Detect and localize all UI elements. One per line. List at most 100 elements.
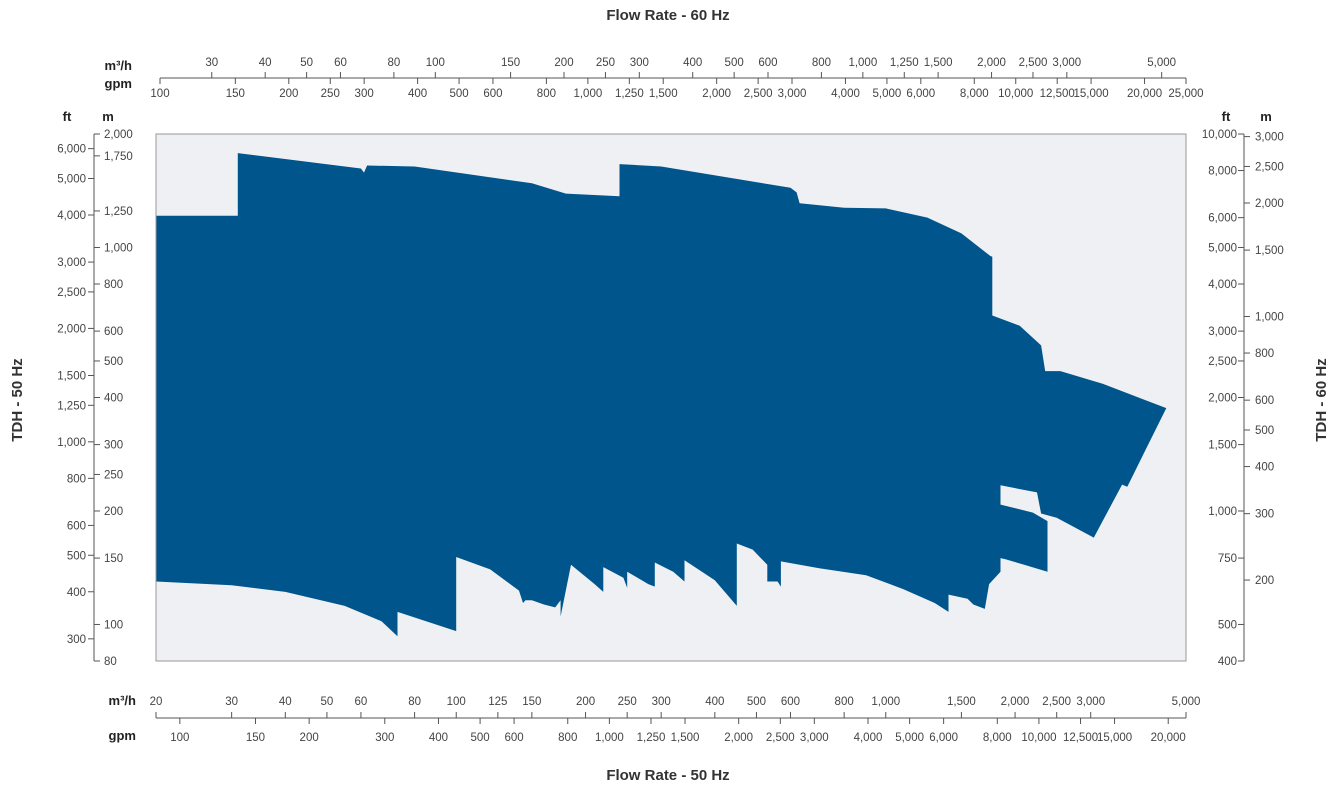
top-gpm-tick-label: 400: [408, 88, 427, 100]
left-ft-tick-label: 2,500: [57, 287, 86, 299]
bottom-m3h-tick-label: 125: [488, 696, 507, 708]
top-gpm-tick-label: 300: [355, 88, 374, 100]
top-gpm-tick-label: 8,000: [960, 88, 989, 100]
bottom-gpm-tick-label: 300: [375, 732, 394, 744]
right-ft-tick-label: 2,000: [1208, 393, 1237, 405]
top-gpm-tick-label: 100: [150, 88, 169, 100]
left-ft-tick-label: 600: [67, 520, 86, 532]
left-ft-tick-label: 300: [67, 634, 86, 646]
bottom-m3h-tick-label: 2,000: [1001, 696, 1030, 708]
left-m-tick-label: 250: [104, 469, 123, 481]
bottom-m3h-tick-label: 800: [835, 696, 854, 708]
top-m3h-tick-label: 5,000: [1147, 57, 1176, 69]
top-m3h-tick-label: 2,500: [1019, 57, 1048, 69]
top-m3h-tick-label: 1,500: [924, 57, 953, 69]
bottom-m3h-tick-label: 600: [781, 696, 800, 708]
bottom-m3h-tick-label: 300: [652, 696, 671, 708]
bottom-m3h-tick-label: 500: [747, 696, 766, 708]
left-ft-unit-label: ft: [63, 109, 72, 124]
left-ft-tick-label: 5,000: [57, 173, 86, 185]
bottom-gpm-tick-label: 400: [429, 732, 448, 744]
bottom-m3h-tick-label: 1,500: [947, 696, 976, 708]
left-m-tick-label: 500: [104, 356, 123, 368]
top-m3h-tick-label: 1,250: [890, 57, 919, 69]
top-gpm-unit-label: gpm: [105, 76, 132, 91]
left-ft-tick-label: 4,000: [57, 210, 86, 222]
right-m-tick-label: 2,000: [1255, 198, 1284, 210]
top-m3h-tick-label: 1,000: [848, 57, 877, 69]
top-m3h-tick-label: 40: [259, 57, 272, 69]
top-gpm-tick-label: 5,000: [873, 88, 902, 100]
top-gpm-tick-label: 2,000: [702, 88, 731, 100]
bottom-gpm-tick-label: 150: [246, 732, 265, 744]
left-ft-tick-label: 800: [67, 473, 86, 485]
right-ft-tick-label: 6,000: [1208, 213, 1237, 225]
right-m-unit-label: m: [1260, 109, 1272, 124]
right-m-tick-label: 800: [1255, 348, 1274, 360]
top-m3h-unit-label: m³/h: [105, 58, 133, 73]
top-gpm-tick-label: 600: [483, 88, 502, 100]
left-m-tick-label: 1,750: [104, 151, 133, 163]
right-ft-tick-label: 5,000: [1208, 242, 1237, 254]
pump-envelope-area: [156, 153, 1167, 637]
right-ft-tick-label: 500: [1218, 619, 1237, 631]
top-m3h-tick-label: 60: [334, 57, 347, 69]
bottom-axis-title: Flow Rate - 50 Hz: [606, 767, 729, 784]
bottom-m3h-tick-label: 400: [705, 696, 724, 708]
left-m-unit-label: m: [102, 109, 114, 124]
left-ft-tick-label: 3,000: [57, 257, 86, 269]
top-m3h-tick-label: 400: [683, 57, 702, 69]
top-gpm-tick-label: 4,000: [831, 88, 860, 100]
right-ft-tick-label: 3,000: [1208, 326, 1237, 338]
top-m3h-tick-label: 300: [630, 57, 649, 69]
top-gpm-tick-label: 500: [449, 88, 468, 100]
bottom-gpm-tick-label: 100: [170, 732, 189, 744]
top-m3h-tick-label: 150: [501, 57, 520, 69]
right-ft-tick-label: 400: [1218, 656, 1237, 668]
right-m-tick-label: 3,000: [1255, 132, 1284, 144]
left-ft-tick-label: 500: [67, 550, 86, 562]
left-m-tick-label: 800: [104, 279, 123, 291]
bottom-m3h-tick-label: 20: [150, 696, 163, 708]
left-m-tick-label: 1,250: [104, 206, 133, 218]
top-gpm-tick-label: 3,000: [778, 88, 807, 100]
bottom-m3h-tick-label: 3,000: [1076, 696, 1105, 708]
right-m-tick-label: 200: [1255, 575, 1274, 587]
bottom-m3h-tick-label: 200: [576, 696, 595, 708]
top-m3h-tick-label: 500: [725, 57, 744, 69]
bottom-m3h-tick-label: 150: [522, 696, 541, 708]
top-gpm-tick-label: 800: [537, 88, 556, 100]
bottom-gpm-tick-label: 200: [300, 732, 319, 744]
top-gpm-tick-label: 12,500: [1040, 88, 1075, 100]
bottom-m3h-tick-label: 30: [225, 696, 238, 708]
right-ft-tick-label: 1,000: [1208, 506, 1237, 518]
left-m-tick-label: 400: [104, 393, 123, 405]
bottom-gpm-tick-label: 8,000: [983, 732, 1012, 744]
top-m3h-tick-label: 3,000: [1052, 57, 1081, 69]
bottom-m3h-tick-label: 2,500: [1042, 696, 1071, 708]
right-m-tick-label: 2,500: [1255, 161, 1284, 173]
top-gpm-tick-label: 1,500: [649, 88, 678, 100]
top-gpm-tick-label: 20,000: [1127, 88, 1162, 100]
bottom-m3h-unit-label: m³/h: [109, 693, 137, 708]
left-axis-title: TDH - 50 Hz: [9, 358, 26, 441]
top-gpm-tick-label: 250: [321, 88, 340, 100]
left-m-tick-label: 100: [104, 619, 123, 631]
top-m3h-tick-label: 30: [205, 57, 218, 69]
top-gpm-tick-label: 1,250: [615, 88, 644, 100]
right-m-tick-label: 500: [1255, 425, 1274, 437]
left-m-tick-label: 600: [104, 326, 123, 338]
bottom-gpm-tick-label: 500: [470, 732, 489, 744]
left-ft-tick-label: 400: [67, 587, 86, 599]
bottom-gpm-tick-label: 5,000: [895, 732, 924, 744]
bottom-gpm-tick-label: 3,000: [800, 732, 829, 744]
left-m-tick-label: 80: [104, 656, 117, 668]
bottom-gpm-tick-label: 1,000: [595, 732, 624, 744]
right-ft-tick-label: 1,500: [1208, 440, 1237, 452]
bottom-gpm-unit-label: gpm: [109, 728, 136, 743]
left-m-tick-label: 1,000: [104, 242, 133, 254]
top-m3h-tick-label: 2,000: [977, 57, 1006, 69]
bottom-m3h-tick-label: 80: [408, 696, 421, 708]
right-ft-tick-label: 750: [1218, 553, 1237, 565]
